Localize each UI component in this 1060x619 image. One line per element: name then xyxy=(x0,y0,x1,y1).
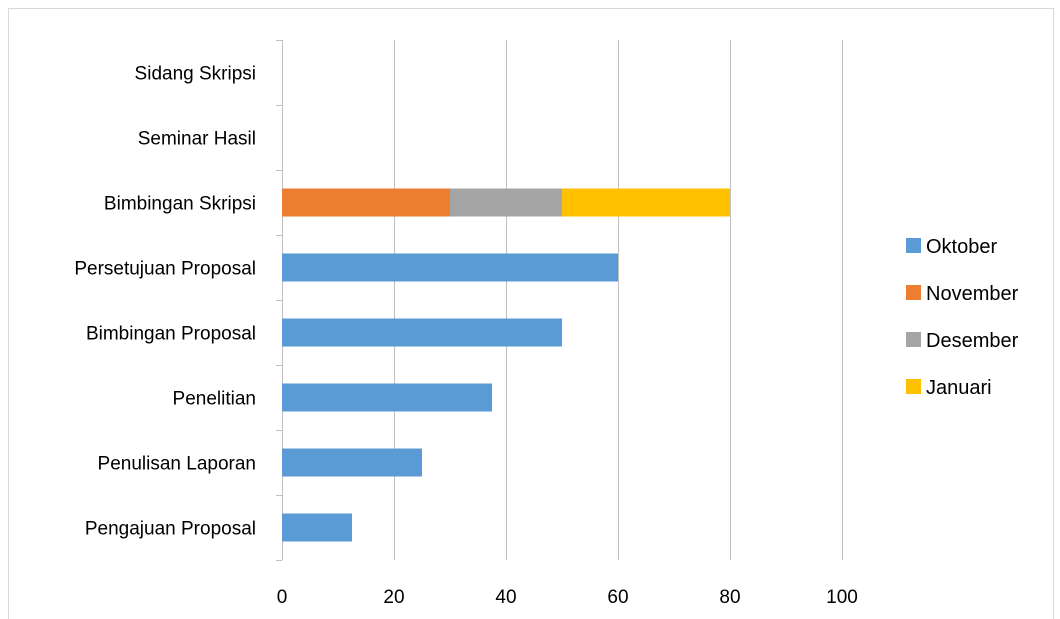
x-tick-label: 40 xyxy=(495,587,516,608)
chart-border xyxy=(8,8,1054,619)
legend-swatch xyxy=(906,238,921,253)
category-label: Persetujuan Proposal xyxy=(74,259,256,280)
gridlines xyxy=(394,40,843,560)
legend-label: Desember xyxy=(926,330,1019,352)
legend: Oktober November Desember Januari xyxy=(906,236,1019,399)
bar-segment xyxy=(282,188,450,217)
legend-swatch xyxy=(906,285,921,300)
category-label: Seminar Hasil xyxy=(138,129,256,150)
category-label: Sidang Skripsi xyxy=(135,64,256,85)
bar-segment xyxy=(282,513,352,542)
x-tick-label: 100 xyxy=(826,587,858,608)
axes xyxy=(276,40,283,561)
x-tick-label: 20 xyxy=(383,587,404,608)
category-label: Pengajuan Proposal xyxy=(85,519,256,540)
x-tick-label: 0 xyxy=(277,587,288,608)
x-tick-labels: 0 20 40 60 80 100 xyxy=(277,587,858,608)
bar-segment xyxy=(282,448,422,477)
bar-segment xyxy=(450,188,562,217)
bars xyxy=(282,188,730,542)
category-label: Penelitian xyxy=(173,389,256,410)
bar-segment xyxy=(562,188,730,217)
legend-label: Oktober xyxy=(926,236,997,258)
bar-segment xyxy=(282,253,618,282)
x-tick-label: 80 xyxy=(719,587,740,608)
category-label: Bimbingan Skripsi xyxy=(104,194,256,215)
legend-label: Januari xyxy=(926,377,992,399)
legend-swatch xyxy=(906,332,921,347)
bar-segment xyxy=(282,318,562,347)
legend-label: November xyxy=(926,283,1019,305)
bar-segment xyxy=(282,383,492,412)
category-label: Penulisan Laporan xyxy=(98,454,256,475)
legend-swatch xyxy=(906,379,921,394)
x-tick-label: 60 xyxy=(607,587,628,608)
category-labels: Pengajuan Proposal Penulisan Laporan Penel… xyxy=(74,64,256,540)
category-label: Bimbingan Proposal xyxy=(86,324,256,345)
